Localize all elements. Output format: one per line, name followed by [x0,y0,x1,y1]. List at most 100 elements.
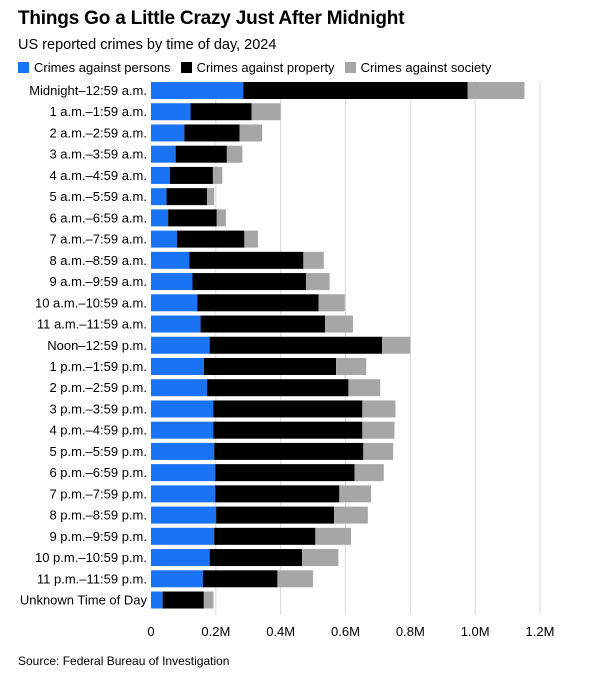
bar-segment-property [162,591,204,609]
bar-segment-persons [151,506,217,524]
legend-swatch-property [180,62,192,73]
bar-segment-society [382,336,411,354]
bar-segment-society [239,124,263,142]
bar-segment-persons [151,145,176,163]
bar-segment-persons [151,464,216,482]
bar-segment-society [251,103,281,121]
x-axis-labels: 0 0.2M 0.4M 0.6M 0.8M 1.0M 1.2M [147,624,554,639]
category-label: 3 a.m.–3:59 a.m. [49,147,147,162]
bar-segment-property [168,209,217,227]
category-label: 3 p.m.–3:59 p.m. [49,401,147,416]
legend-item-society: Crimes against society [344,60,492,75]
category-label: Noon–12:59 p.m. [47,338,147,353]
bar-segment-society [325,315,353,333]
chart-subtitle: US reported crimes by time of day, 2024 [18,37,277,53]
category-label: 1 a.m.–1:59 a.m. [49,104,147,119]
bar-segment-property [192,273,306,291]
category-label: 11 a.m.–11:59 a.m. [37,317,147,332]
legend-label-persons: Crimes against persons [34,60,171,75]
category-label: 4 p.m.–4:59 p.m. [49,423,147,438]
bar-segment-society [277,570,314,588]
legend: Crimes against persons Crimes against pr… [18,60,501,75]
category-label: 7 a.m.–7:59 a.m. [49,232,147,247]
x-tick-label: 1.2M [526,624,555,639]
category-label: 10 p.m.–10:59 p.m. [35,550,147,565]
bar-segment-society [362,400,396,418]
bar-segment-persons [151,251,190,269]
bar-segment-property [214,527,316,545]
bar-segment-property [216,506,335,524]
bar-segment-persons [151,442,215,460]
legend-item-persons: Crimes against persons [18,60,171,75]
bar-segment-society [305,273,330,291]
x-tick-label: 0.4M [266,624,295,639]
category-label: 8 p.m.–8:59 p.m. [49,508,147,523]
bar-segment-property [215,485,340,503]
bar-segment-society [336,357,367,375]
category-label: 7 p.m.–7:59 p.m. [49,486,147,501]
category-label: 8 a.m.–8:59 a.m. [49,253,147,268]
bar-segment-persons [151,485,216,503]
bar-segment-persons [151,294,198,312]
bar-segment-society [203,591,214,609]
bar-segment-persons [151,315,201,333]
x-tick-label: 0 [147,624,154,639]
bar-segment-property [190,103,252,121]
x-tick-label: 0.2M [201,624,230,639]
bar-segment-property [200,315,326,333]
category-label: Midnight–12:59 a.m. [29,83,147,98]
bar-segment-property [215,464,355,482]
category-label: 6 a.m.–6:59 a.m. [49,210,147,225]
x-tick-label: 0.8M [396,624,425,639]
bar-segment-persons [151,421,214,439]
bar-segment-society [339,485,372,503]
bar-segment-property [166,188,208,206]
category-label: 2 a.m.–2:59 a.m. [49,125,147,140]
bar-segment-persons [151,549,210,567]
category-label: 4 a.m.–4:59 a.m. [49,168,147,183]
bar-segment-persons [151,82,244,99]
x-tick-label: 0.6M [331,624,360,639]
bar-segment-property [243,82,468,99]
bar-segment-society [334,506,368,524]
legend-label-property: Crimes against property [196,60,335,75]
source-note: Source: Federal Bureau of Investigation [18,654,230,668]
x-tick-label: 1.0M [461,624,490,639]
bar-segment-society [318,294,345,312]
bar-segment-society [244,230,258,248]
legend-item-property: Crimes against property [180,60,335,75]
bar-segment-property [169,166,213,184]
category-label: 1 p.m.–1:59 p.m. [49,359,147,374]
bar-segment-society [363,442,394,460]
bar-segment-property [209,549,303,567]
bar-segment-property [197,294,319,312]
legend-label-society: Crimes against society [360,60,492,75]
legend-swatch-society [344,62,356,73]
bar-segment-property [214,442,364,460]
bar-segment-society [315,527,352,545]
bars [151,82,525,609]
bar-segment-property [213,421,363,439]
bar-segment-persons [151,379,208,397]
bar-segment-society [226,145,243,163]
category-label: 5 p.m.–5:59 p.m. [49,444,147,459]
bar-segment-society [354,464,384,482]
category-label: 11 p.m.–11:59 p.m. [37,571,147,586]
bar-segment-property [213,400,363,418]
bar-segment-property [203,357,337,375]
bar-segment-society [362,421,395,439]
legend-swatch-persons [18,62,29,73]
bar-segment-property [175,145,227,163]
bar-segment-persons [151,124,185,142]
bar-segment-persons [151,230,177,248]
bar-segment-persons [151,400,214,418]
bar-segment-persons [151,570,203,588]
category-label: 6 p.m.–6:59 p.m. [49,465,147,480]
bar-segment-society [467,82,525,99]
bar-segment-persons [151,166,170,184]
bar-segment-persons [151,336,210,354]
category-labels: Midnight–12:59 a.m. 1 a.m.–1:59 a.m. 2 a.m… [20,83,148,608]
bar-segment-persons [151,357,204,375]
bar-segment-society [303,251,324,269]
